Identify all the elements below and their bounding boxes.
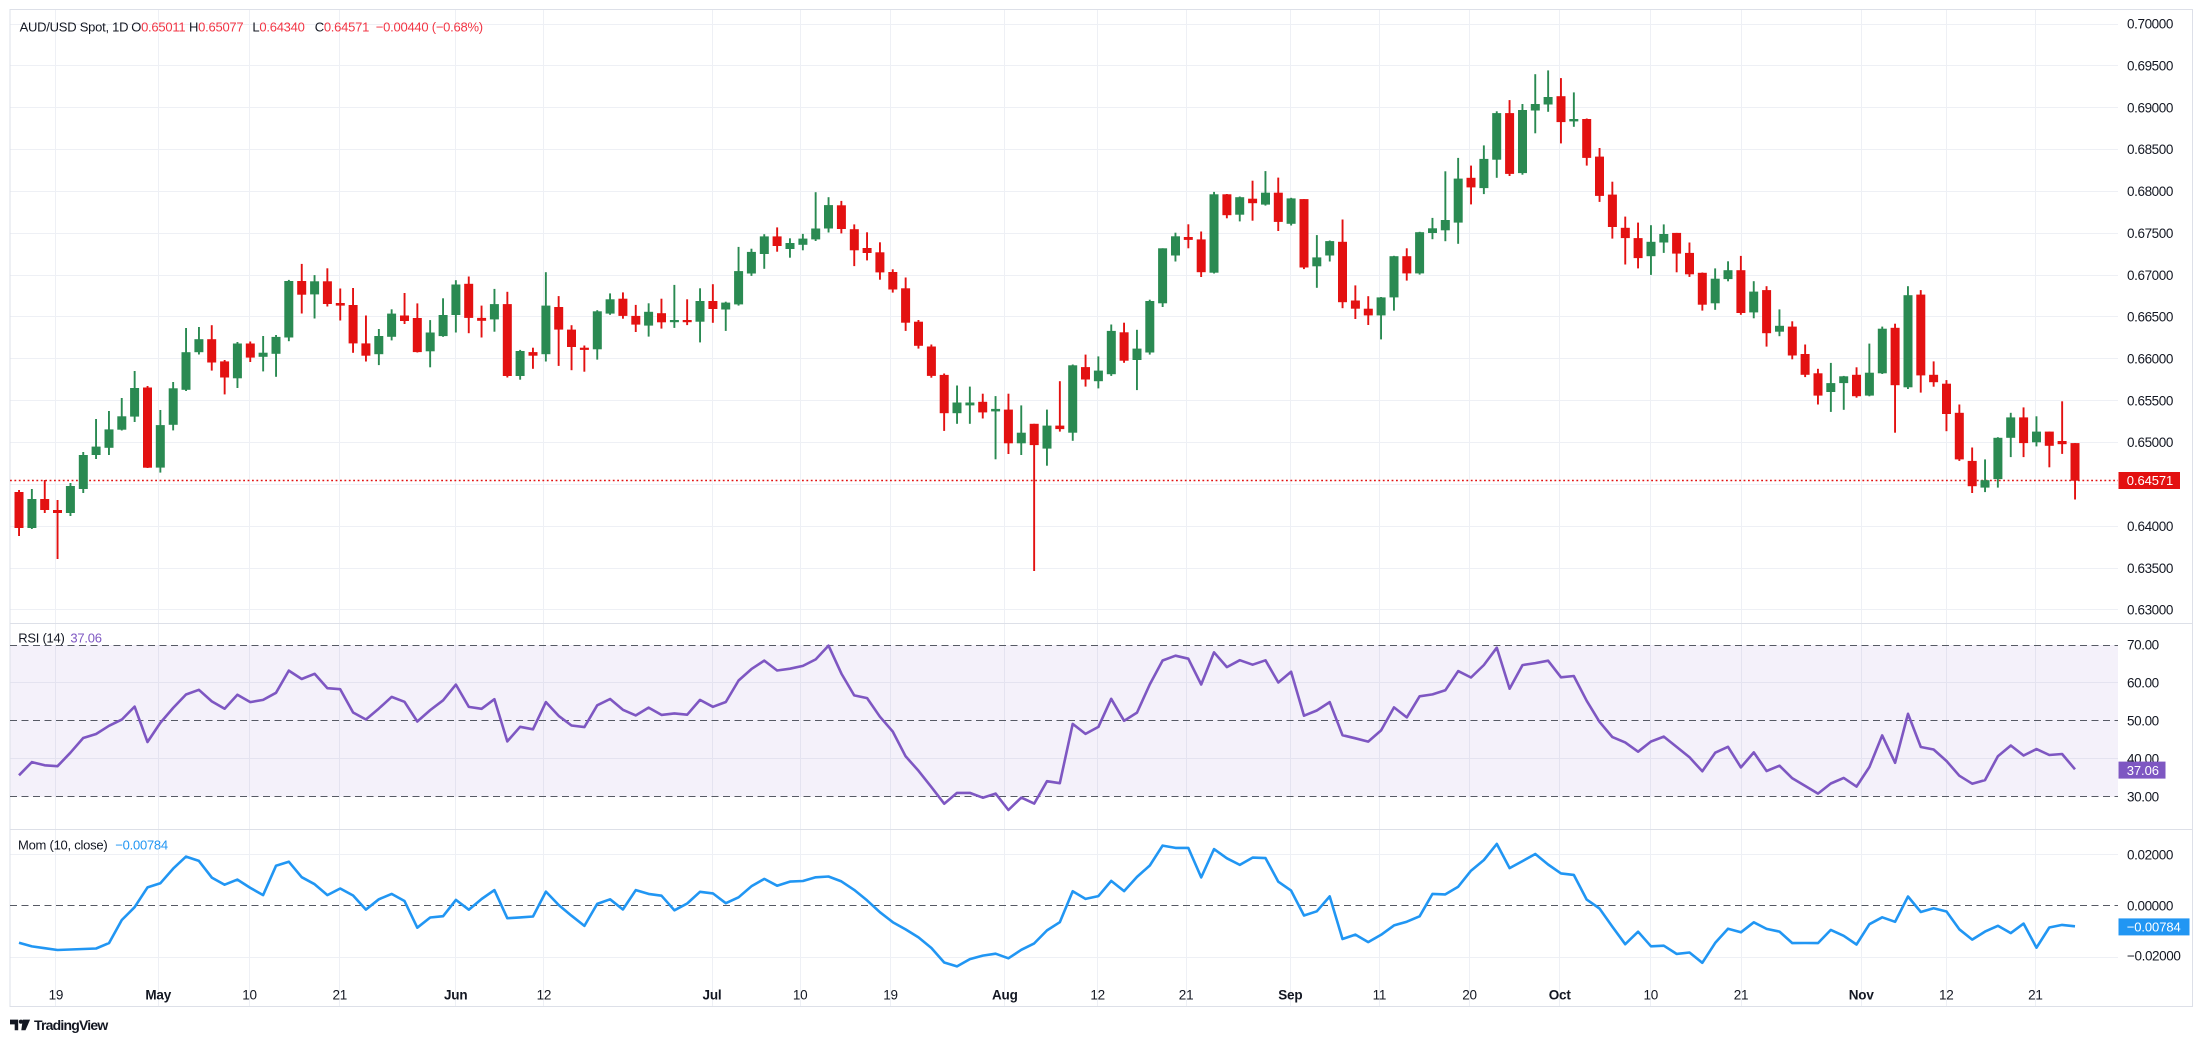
svg-text:10: 10 [793, 988, 808, 1003]
svg-text:0.63500: 0.63500 [2127, 561, 2173, 576]
svg-text:Jun: Jun [444, 988, 467, 1003]
svg-text:0.66000: 0.66000 [2127, 352, 2173, 367]
svg-text:20: 20 [1462, 988, 1477, 1003]
svg-text:37.06: 37.06 [2127, 763, 2159, 778]
svg-text:10: 10 [1643, 988, 1658, 1003]
svg-text:21: 21 [1734, 988, 1749, 1003]
svg-text:37.06: 37.06 [70, 630, 101, 645]
svg-text:0.68500: 0.68500 [2127, 142, 2173, 157]
svg-text:Nov: Nov [1849, 988, 1875, 1003]
svg-text:TradingView: TradingView [34, 1017, 108, 1033]
svg-text:0.00000: 0.00000 [2127, 899, 2173, 914]
svg-text:Mom (10, close): Mom (10, close) [18, 838, 107, 853]
svg-text:21: 21 [2028, 988, 2043, 1003]
svg-text:Oct: Oct [1549, 988, 1572, 1003]
svg-text:50.00: 50.00 [2127, 714, 2159, 729]
svg-text:C0.64571: C0.64571 [315, 19, 369, 34]
svg-text:60.00: 60.00 [2127, 676, 2159, 691]
svg-text:May: May [145, 988, 171, 1003]
svg-text:0.67500: 0.67500 [2127, 226, 2173, 241]
svg-text:11: 11 [1373, 988, 1387, 1003]
svg-text:−0.00784: −0.00784 [115, 838, 168, 853]
svg-text:0.70000: 0.70000 [2127, 17, 2173, 32]
svg-text:H0.65077: H0.65077 [189, 19, 243, 34]
svg-text:−0.00440 (−0.68%): −0.00440 (−0.68%) [376, 19, 483, 34]
svg-text:0.02000: 0.02000 [2127, 847, 2173, 862]
svg-text:70.00: 70.00 [2127, 638, 2159, 653]
svg-text:0.69000: 0.69000 [2127, 100, 2173, 115]
svg-text:0.65500: 0.65500 [2127, 393, 2173, 408]
svg-text:RSI (14): RSI (14) [18, 630, 64, 645]
svg-text:19: 19 [883, 988, 898, 1003]
svg-text:L0.64340: L0.64340 [252, 19, 304, 34]
svg-text:12: 12 [1090, 988, 1105, 1003]
svg-text:AUD/USD Spot, 1D: AUD/USD Spot, 1D [20, 19, 129, 34]
svg-text:0.64571: 0.64571 [2127, 473, 2173, 488]
svg-text:0.68000: 0.68000 [2127, 184, 2173, 199]
svg-text:0.64000: 0.64000 [2127, 519, 2173, 534]
svg-text:10: 10 [242, 988, 257, 1003]
svg-text:19: 19 [49, 988, 64, 1003]
svg-text:0.69500: 0.69500 [2127, 59, 2173, 74]
svg-text:30.00: 30.00 [2127, 790, 2159, 805]
svg-text:0.65000: 0.65000 [2127, 435, 2173, 450]
svg-text:0.63000: 0.63000 [2127, 603, 2173, 618]
svg-text:O0.65011: O0.65011 [131, 19, 185, 34]
svg-text:Jul: Jul [703, 988, 722, 1003]
svg-text:Sep: Sep [1278, 988, 1302, 1003]
svg-text:21: 21 [1179, 988, 1194, 1003]
svg-text:−0.02000: −0.02000 [2127, 949, 2180, 964]
svg-text:−0.00784: −0.00784 [2127, 920, 2181, 935]
svg-text:0.67000: 0.67000 [2127, 268, 2173, 283]
svg-text:0.66500: 0.66500 [2127, 310, 2173, 325]
svg-text:21: 21 [332, 988, 347, 1003]
svg-text:12: 12 [537, 988, 552, 1003]
svg-text:12: 12 [1939, 988, 1954, 1003]
svg-text:Aug: Aug [992, 988, 1018, 1003]
